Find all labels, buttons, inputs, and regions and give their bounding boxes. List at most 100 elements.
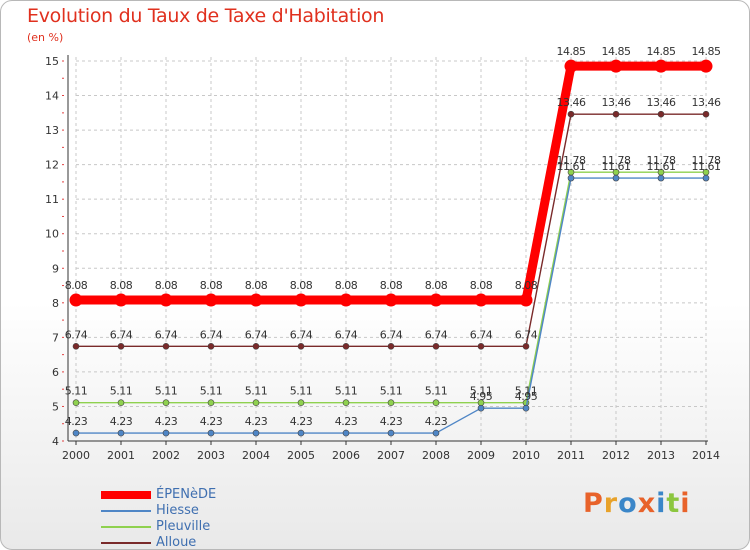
data-point: [384, 293, 398, 307]
data-point: [117, 399, 125, 406]
x-tick-label: 2006: [332, 449, 360, 462]
data-label: 8.08: [65, 279, 88, 292]
logo-letter: o: [618, 488, 638, 519]
legend: ÉPENèDE Hiesse Pleuville Alloue: [101, 487, 301, 549]
logo-letter: i: [680, 488, 691, 519]
y-tick-label: 6: [52, 366, 59, 379]
data-label: 14.85: [692, 45, 721, 58]
x-tick-label: 2008: [422, 449, 450, 462]
data-point: [657, 174, 665, 182]
data-label: 6.74: [245, 328, 268, 341]
chart-title: Evolution du Taux de Taxe d'Habitation: [27, 5, 385, 27]
x-tick-label: 2011: [557, 449, 585, 462]
data-point: [522, 404, 530, 412]
x-tick-label: 2002: [152, 449, 180, 462]
data-label: 8.08: [200, 279, 223, 292]
data-point: [432, 343, 440, 350]
y-tick-label: 12: [45, 159, 59, 172]
data-label: 5.11: [380, 385, 403, 398]
data-label: 8.08: [335, 279, 358, 292]
data-label: 6.74: [425, 328, 448, 341]
data-point: [387, 429, 395, 437]
data-label: 5.11: [65, 385, 88, 398]
data-label: 6.74: [110, 328, 133, 341]
data-point: [387, 343, 395, 350]
data-point: [72, 399, 80, 406]
data-point: [429, 293, 443, 307]
legend-item: Hiesse: [101, 503, 301, 519]
data-label: 8.08: [515, 279, 538, 292]
legend-label: ÉPENèDE: [156, 487, 217, 502]
data-point: [204, 293, 218, 307]
data-point: [72, 343, 80, 350]
y-tick-label: 9: [52, 262, 59, 275]
data-label: 8.08: [110, 279, 133, 292]
data-label: 5.11: [200, 385, 223, 398]
data-point: [252, 343, 260, 350]
data-label: 14.85: [557, 45, 586, 58]
x-tick-label: 2004: [242, 449, 270, 462]
data-label: 6.74: [290, 328, 313, 341]
data-point: [339, 293, 353, 307]
data-point: [567, 174, 575, 182]
data-label: 6.74: [380, 328, 403, 341]
data-point: [612, 174, 620, 182]
data-point: [477, 343, 485, 350]
x-tick-label: 2013: [647, 449, 675, 462]
data-point: [432, 399, 440, 406]
data-label: 4.95: [470, 390, 493, 403]
data-point: [162, 343, 170, 350]
data-label: 8.08: [380, 279, 403, 292]
data-point: [432, 429, 440, 437]
data-label: 8.08: [425, 279, 448, 292]
data-label: 13.46: [692, 96, 721, 109]
y-tick-label: 10: [45, 228, 59, 241]
y-tick-label: 8: [52, 297, 59, 310]
data-point: [297, 399, 305, 406]
data-label: 11.78: [557, 154, 586, 167]
data-point: [612, 110, 620, 118]
data-label: 13.46: [647, 96, 676, 109]
data-point: [342, 343, 350, 350]
x-tick-label: 2010: [512, 449, 540, 462]
data-point: [162, 429, 170, 437]
data-point: [159, 293, 173, 307]
data-point: [114, 293, 128, 307]
data-point: [294, 293, 308, 307]
data-point: [249, 293, 263, 307]
y-tick-label: 13: [45, 124, 59, 137]
x-tick-label: 2003: [197, 449, 225, 462]
y-tick-label: 5: [52, 400, 59, 413]
data-label: 4.23: [110, 415, 133, 428]
data-label: 14.85: [647, 45, 676, 58]
data-label: 8.08: [155, 279, 178, 292]
data-label: 4.95: [515, 390, 538, 403]
legend-item: Alloue: [101, 535, 301, 549]
data-label: 6.74: [65, 328, 88, 341]
logo-letter: x: [637, 488, 657, 519]
x-tick-label: 2000: [62, 449, 90, 462]
proxiti-logo: Proxiti: [583, 488, 691, 519]
data-label: 6.74: [155, 328, 178, 341]
y-tick-label: 15: [45, 55, 59, 68]
data-point: [387, 399, 395, 406]
legend-swatch: [101, 526, 151, 528]
legend-label: Pleuville: [156, 519, 211, 534]
data-point: [474, 293, 488, 307]
data-label: 6.74: [515, 328, 538, 341]
data-label: 4.23: [65, 415, 88, 428]
data-point: [519, 293, 533, 307]
data-point: [522, 343, 530, 350]
data-point: [297, 429, 305, 437]
data-label: 5.11: [335, 385, 358, 398]
data-label: 8.08: [470, 279, 493, 292]
data-label: 4.23: [200, 415, 223, 428]
y-axis-unit: (en %): [27, 31, 64, 44]
data-label: 5.11: [155, 385, 178, 398]
data-point: [207, 399, 215, 406]
y-tick-label: 14: [45, 90, 59, 103]
x-tick-label: 2009: [467, 449, 495, 462]
logo-letter: t: [666, 488, 681, 519]
data-point: [252, 429, 260, 437]
